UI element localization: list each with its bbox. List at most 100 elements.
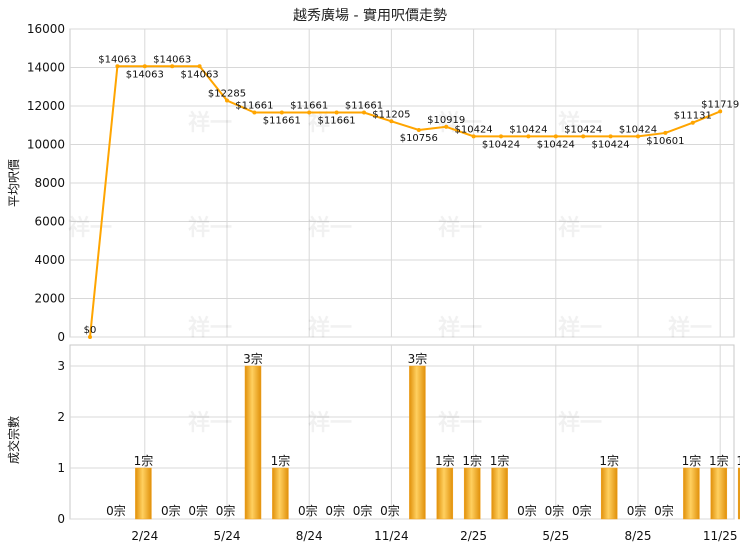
price-point xyxy=(142,64,147,69)
x-tick-label: 11/25 xyxy=(703,529,738,543)
volume-bar-label: 0宗 xyxy=(161,503,181,518)
bottom-y-tick-label: 3 xyxy=(57,359,65,373)
price-point xyxy=(636,134,640,139)
price-point xyxy=(225,98,229,103)
price-point xyxy=(389,119,394,124)
volume-bar-label: 0宗 xyxy=(188,503,208,518)
watermark: 祥一 xyxy=(68,215,112,241)
price-point-label: $10424 xyxy=(564,124,602,135)
watermark: 祥一 xyxy=(668,315,712,341)
watermark: 祥一 xyxy=(188,110,232,136)
bottom-plot-area xyxy=(69,344,735,520)
price-point-label: $14063 xyxy=(126,69,164,80)
watermark: 祥一 xyxy=(308,410,352,436)
watermark: 祥一 xyxy=(558,315,602,341)
price-point-label: $11131 xyxy=(674,111,712,122)
price-point xyxy=(170,64,175,69)
price-point-label: $10756 xyxy=(400,133,438,144)
volume-bar-label: 1宗 xyxy=(462,453,482,468)
volume-bar-label: 1宗 xyxy=(435,453,455,468)
price-point xyxy=(416,127,421,132)
x-tick-label: 2/24 xyxy=(131,529,158,543)
top-y-tick-label: 12000 xyxy=(27,99,65,113)
volume-bar-label: 0宗 xyxy=(545,503,565,518)
volume-bar-label: 1宗 xyxy=(709,453,729,468)
watermark: 祥一 xyxy=(558,215,602,241)
price-point-label: $10424 xyxy=(509,124,547,135)
x-tick-label: 8/24 xyxy=(296,529,323,543)
bottom-y-tick-label: 0 xyxy=(57,512,65,526)
price-point-label: $0 xyxy=(84,325,97,336)
price-point xyxy=(471,134,476,139)
price-point-label: $10424 xyxy=(619,124,657,135)
price-point-label: $11205 xyxy=(372,109,410,120)
volume-bar-label: 0宗 xyxy=(380,503,400,518)
volume-bar xyxy=(436,467,454,520)
volume-bar-label: 0宗 xyxy=(106,503,126,518)
price-point xyxy=(718,109,723,114)
price-point xyxy=(252,110,257,115)
volume-bar-label: 0宗 xyxy=(654,503,674,518)
top-y-tick-label: 0 xyxy=(57,330,65,344)
price-point-label: $10601 xyxy=(646,136,684,147)
price-point-label: $14063 xyxy=(153,54,191,65)
price-point xyxy=(279,110,284,115)
price-point-label: $14063 xyxy=(181,69,219,80)
volume-bar-label: 1宗 xyxy=(736,453,740,468)
volume-bar xyxy=(135,467,152,520)
volume-bar xyxy=(683,467,700,520)
volume-bar xyxy=(272,467,289,520)
price-point xyxy=(307,110,312,115)
volume-bar xyxy=(491,467,508,520)
bottom-y-tick-label: 2 xyxy=(57,410,65,424)
volume-bar-label: 0宗 xyxy=(517,503,537,518)
price-point xyxy=(526,134,531,139)
x-tick-label: 11/24 xyxy=(374,529,409,543)
volume-bar-label: 0宗 xyxy=(627,503,647,518)
volume-bar-label: 0宗 xyxy=(325,503,345,518)
volume-bar xyxy=(710,467,728,520)
top-y-tick-label: 14000 xyxy=(27,61,65,75)
volume-bar-label: 1宗 xyxy=(134,453,154,468)
volume-bar xyxy=(463,467,481,520)
watermark: 祥一 xyxy=(188,215,232,241)
volume-bar-label: 0宗 xyxy=(298,503,318,518)
price-point-label: $11661 xyxy=(235,101,273,112)
volume-bar-label: 0宗 xyxy=(572,503,592,518)
top-y-tick-label: 8000 xyxy=(34,176,65,190)
price-point-label: $11661 xyxy=(290,101,328,112)
price-point-label: $10919 xyxy=(427,115,465,126)
watermark: 祥一 xyxy=(558,110,602,136)
price-point-label: $10424 xyxy=(482,139,520,150)
volume-bar-label: 3宗 xyxy=(408,351,428,366)
price-point xyxy=(581,134,586,139)
volume-bar-label: 0宗 xyxy=(216,503,236,518)
price-point xyxy=(444,124,449,129)
price-point-label: $14063 xyxy=(98,54,136,65)
price-point-label: $10424 xyxy=(455,124,493,135)
volume-bar-label: 0宗 xyxy=(353,503,373,518)
price-point-label: $11661 xyxy=(345,101,383,112)
bottom-y-axis-label: 成交宗數 xyxy=(6,416,21,464)
top-y-tick-label: 6000 xyxy=(34,215,65,229)
price-line xyxy=(89,65,721,338)
price-point xyxy=(499,134,503,139)
watermark: 祥一 xyxy=(308,315,352,341)
price-point xyxy=(553,134,558,139)
top-y-tick-label: 4000 xyxy=(34,253,65,267)
price-point-label: $11661 xyxy=(263,116,301,127)
price-point xyxy=(334,110,339,115)
watermark: 祥一 xyxy=(438,315,482,341)
watermark: 祥一 xyxy=(558,410,602,436)
watermark: 祥一 xyxy=(438,410,482,436)
volume-bar-label: 1宗 xyxy=(490,453,510,468)
price-point-label: $11719 xyxy=(701,99,739,110)
bottom-y-tick-label: 1 xyxy=(57,461,65,475)
price-point xyxy=(362,110,366,115)
x-tick-label: 8/25 xyxy=(625,529,652,543)
volume-bar-label: 1宗 xyxy=(599,453,619,468)
price-point xyxy=(608,134,613,139)
volume-bar-label: 1宗 xyxy=(682,453,702,468)
chart-title: 越秀廣場 - 實用呎價走勢 xyxy=(293,7,447,24)
